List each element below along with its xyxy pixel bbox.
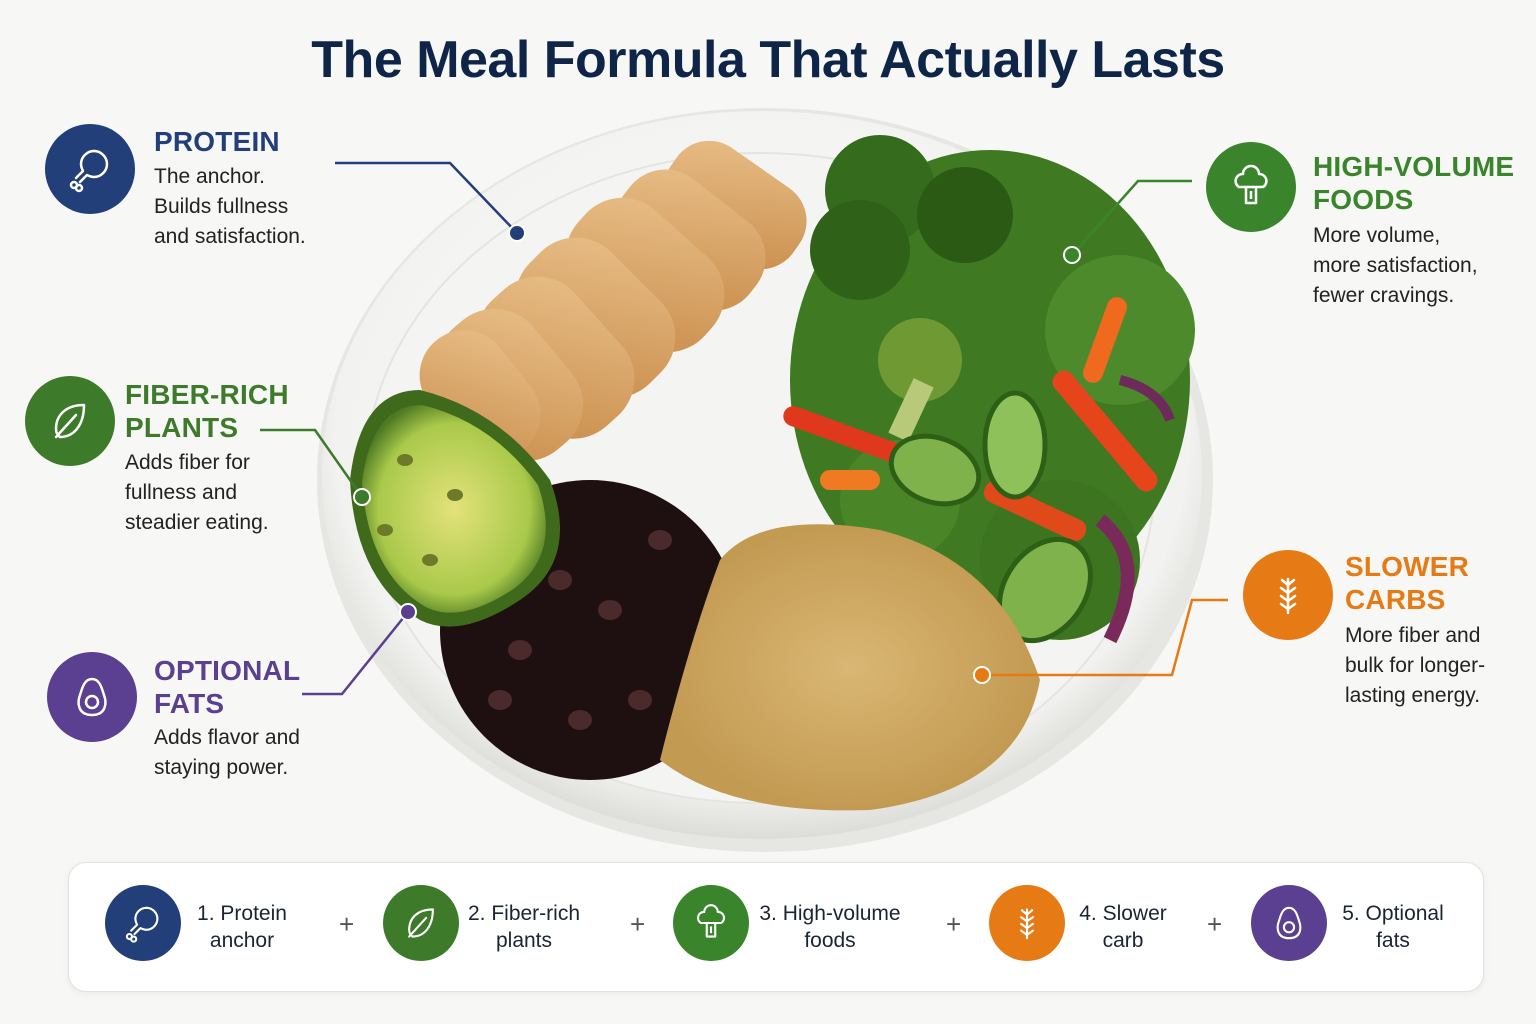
protein-leader <box>335 161 518 234</box>
protein-title: PROTEIN <box>154 126 280 157</box>
greens-salad <box>783 135 1195 644</box>
leaf-icon <box>408 908 434 938</box>
volume-leader <box>1071 179 1192 256</box>
volume-title: HIGH-VOLUME FOODS <box>1313 151 1515 215</box>
fats-badge <box>47 652 137 742</box>
leaf-icon <box>54 403 86 439</box>
summary-label-fats: 5. Optional fats <box>1342 902 1444 952</box>
fiber-description: Adds fiber for fullness and steadier eat… <box>125 451 269 534</box>
volume-badge <box>1206 142 1296 232</box>
wheat-icon <box>1279 577 1297 615</box>
summary-label-carbs: 4. Slower carb <box>1079 902 1167 952</box>
broccoli-icon <box>1234 164 1268 205</box>
summary-label-volume: 3. High-volume foods <box>759 902 901 952</box>
fats-leader <box>302 611 409 696</box>
leader-lines <box>260 161 1228 696</box>
broccoli <box>810 200 910 300</box>
summary-label-fiber: 2. Fiber-rich plants <box>467 902 581 952</box>
carbs-badge <box>1243 550 1333 640</box>
page-title: The Meal Formula That Actually Lasts <box>311 31 1225 89</box>
summary-fiber-badge <box>383 885 459 961</box>
fiber-leader <box>260 428 364 498</box>
summary-volume-badge <box>673 885 749 961</box>
summary-fats-badge <box>1251 885 1327 961</box>
broccoli-icon <box>696 904 726 938</box>
plus-sign: + <box>630 909 646 939</box>
wheat-icon <box>1020 908 1034 940</box>
carbs-leader <box>982 598 1228 677</box>
avocado-icon <box>77 677 107 717</box>
fiber-badge <box>25 376 115 466</box>
plus-sign: + <box>1207 909 1223 939</box>
protein-description: The anchor. Builds fullness and satisfac… <box>154 165 306 248</box>
fats-description: Adds flavor and staying power. <box>154 726 300 779</box>
drumstick-icon <box>69 149 109 193</box>
summary-protein-badge <box>105 885 181 961</box>
quinoa <box>660 524 1040 811</box>
protein-badge <box>45 124 135 214</box>
plus-sign: + <box>339 909 355 939</box>
avocado-icon <box>1276 906 1302 940</box>
meal-plate-illustration <box>260 108 1228 852</box>
fats-title: OPTIONAL FATS <box>154 655 301 719</box>
fiber-title: FIBER-RICH PLANTS <box>125 379 289 443</box>
drumstick-icon <box>125 906 159 943</box>
volume-description: More volume, more satisfaction, fewer cr… <box>1313 224 1478 307</box>
avocado <box>350 390 560 627</box>
formula-summary-bar: 1. Protein anchor + 2. Fiber-rich plants… <box>68 862 1484 992</box>
summary-label-protein: 1. Protein anchor <box>197 902 287 952</box>
plus-sign: + <box>946 909 962 939</box>
summary-carbs-badge <box>989 885 1065 961</box>
carbs-title: SLOWER CARBS <box>1345 551 1470 615</box>
carbs-description: More fiber and bulk for longer- lasting … <box>1345 624 1486 707</box>
